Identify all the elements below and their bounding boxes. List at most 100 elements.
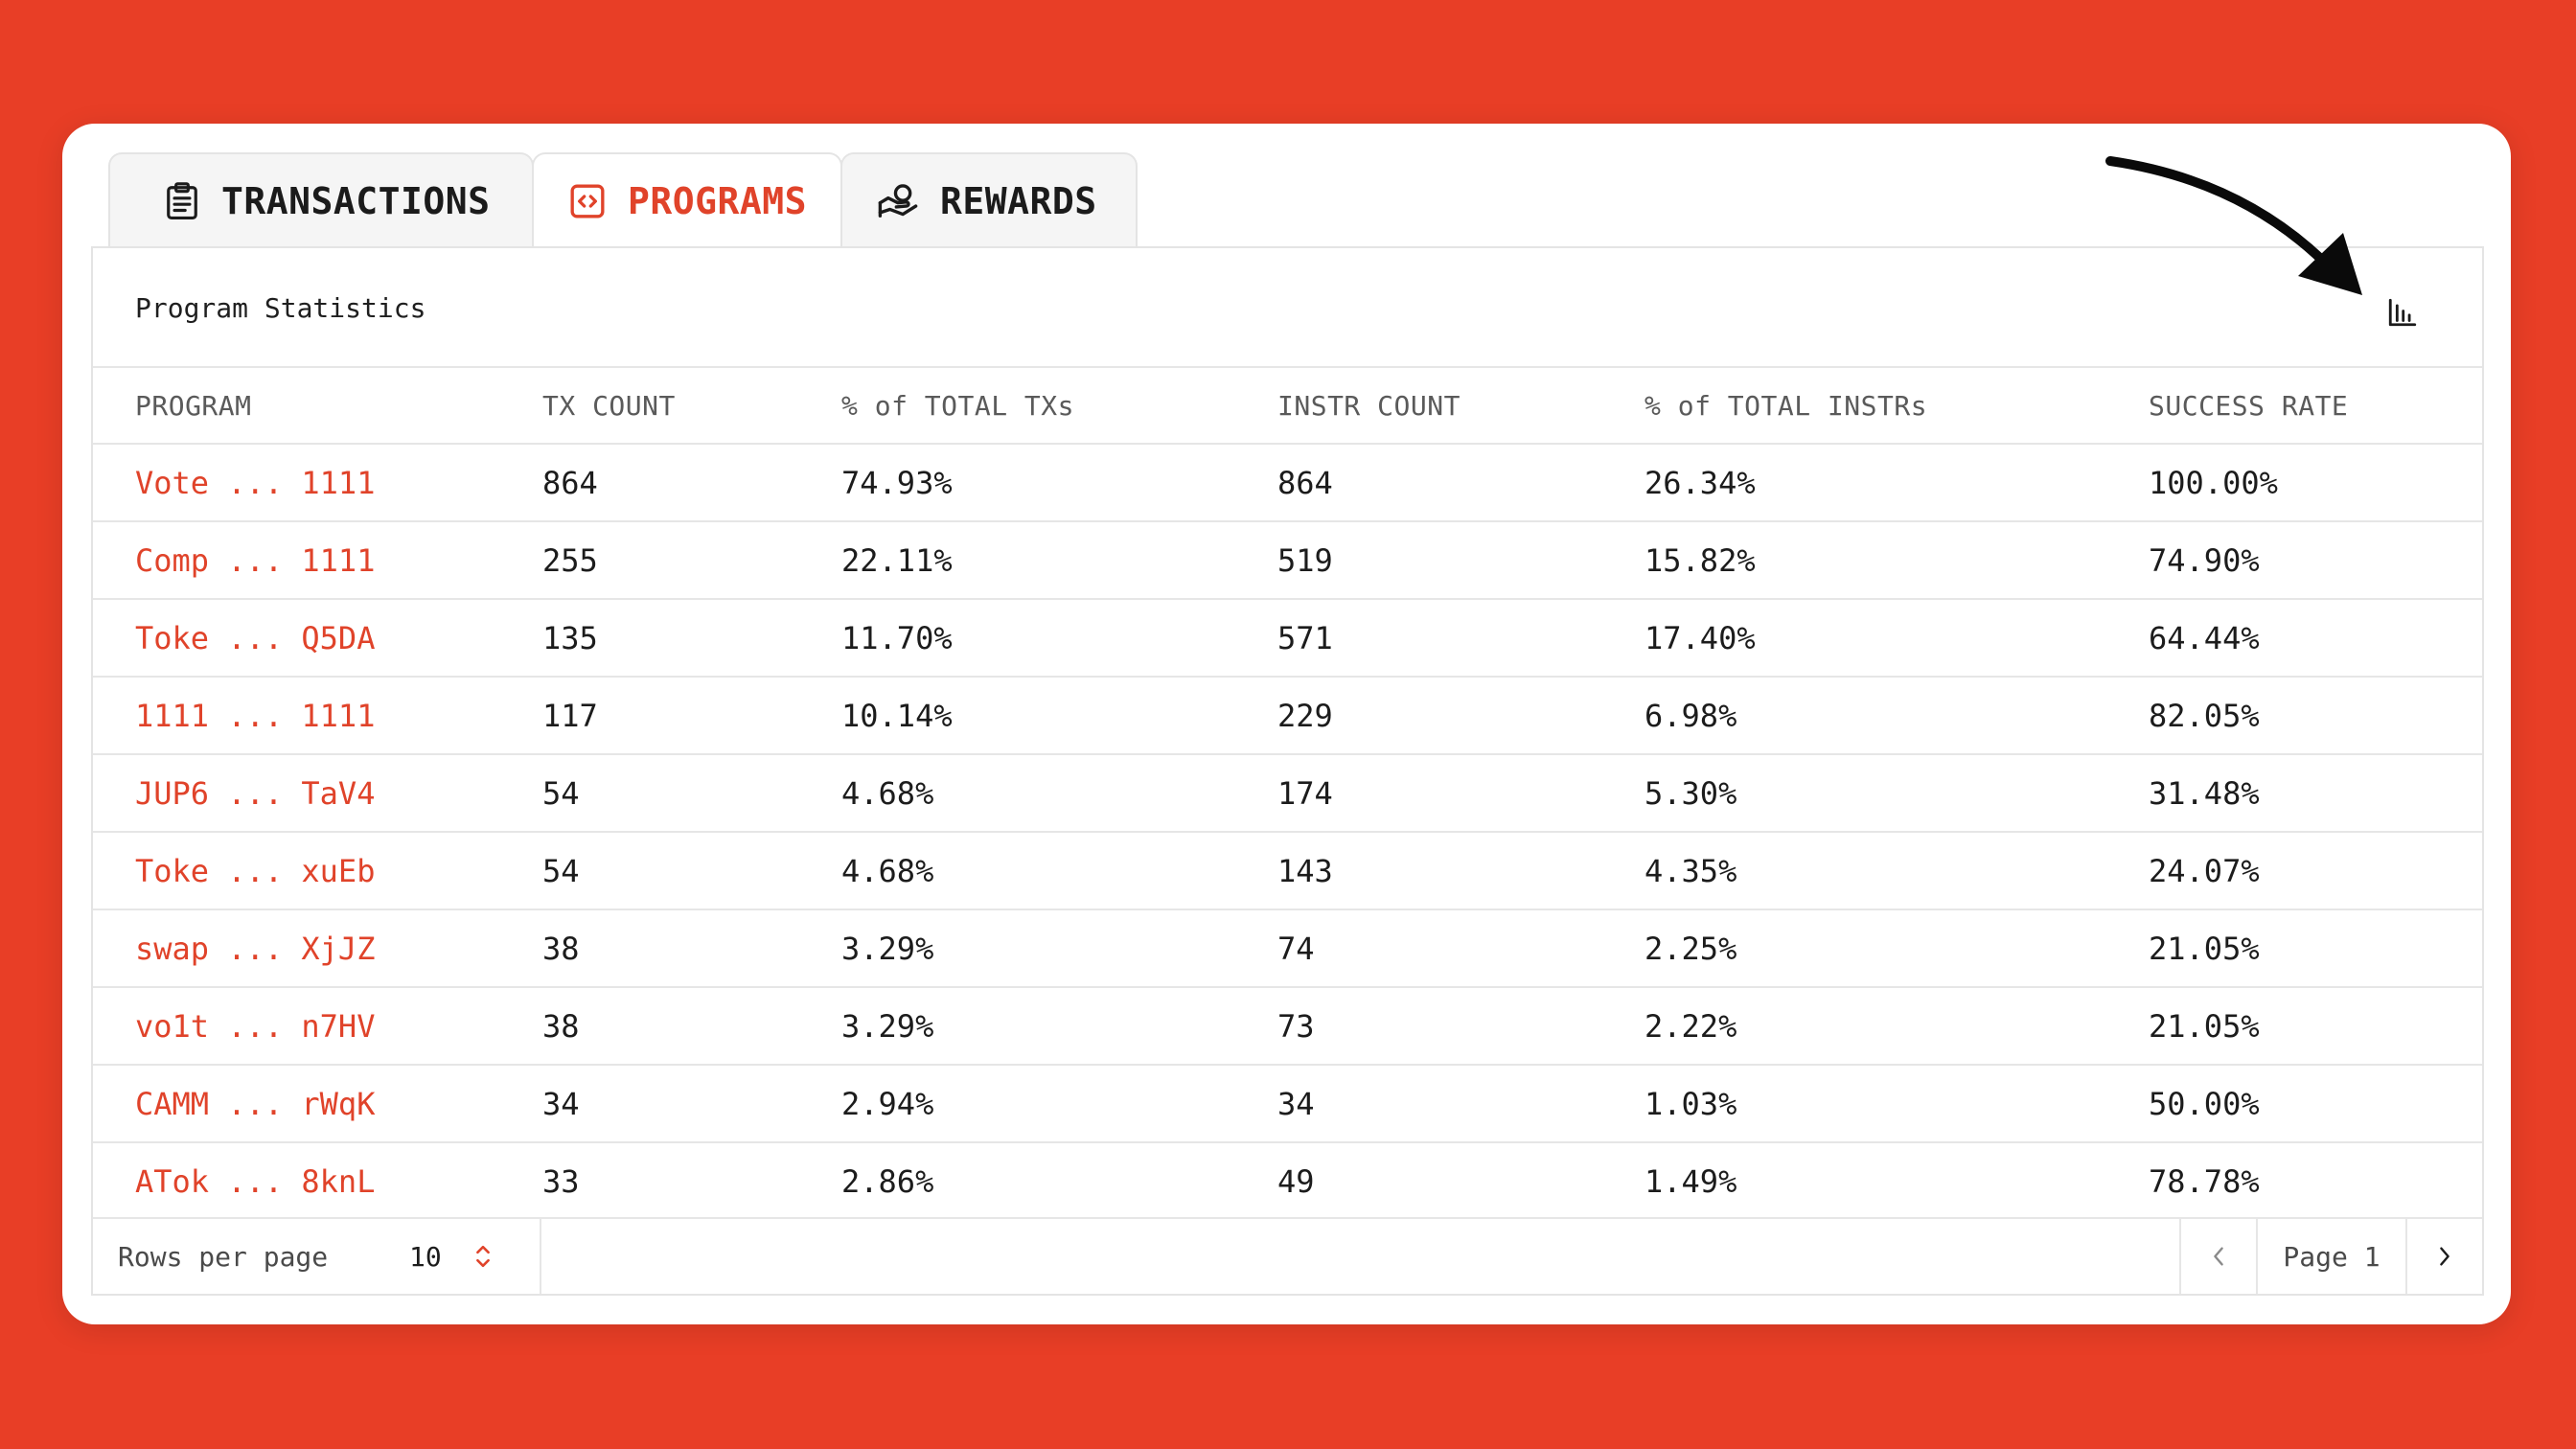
table-row: Toke ... Q5DA 135 11.70% 571 17.40% 64.4… — [93, 599, 2482, 677]
tx-count-cell: 33 — [542, 1163, 580, 1200]
pct-total-txs-cell: 10.14% — [841, 697, 953, 734]
pct-total-txs-cell: 22.11% — [841, 541, 953, 579]
success-rate-cell: 24.07% — [2149, 852, 2260, 889]
table-row: vo1t ... n7HV 38 3.29% 73 2.22% 21.05% — [93, 987, 2482, 1065]
tx-count-cell: 38 — [542, 930, 580, 967]
code-icon — [570, 184, 605, 218]
previous-page-button[interactable] — [2179, 1219, 2256, 1294]
instr-count-cell: 73 — [1277, 1007, 1315, 1045]
pct-total-instrs-cell: 6.98% — [1644, 697, 1737, 734]
tab-bar: TRANSACTIONS PROGRAMS REWARDS — [108, 152, 1138, 248]
col-header-pct-total-instrs[interactable]: % of TOTAL INSTRs — [1644, 389, 1928, 422]
table-row: swap ... XjJZ 38 3.29% 74 2.25% 21.05% — [93, 909, 2482, 987]
program-link[interactable]: vo1t ... n7HV — [135, 1007, 376, 1045]
tab-transactions-label: TRANSACTIONS — [221, 180, 491, 222]
instr-count-cell: 49 — [1277, 1163, 1315, 1200]
program-statistics-panel: Program Statistics PROGRAM TX COUNT % of… — [91, 246, 2484, 1296]
tx-count-cell: 38 — [542, 1007, 580, 1045]
success-rate-cell: 21.05% — [2149, 930, 2260, 967]
tx-count-cell: 54 — [542, 774, 580, 812]
pct-total-instrs-cell: 26.34% — [1644, 464, 1756, 501]
stats-card: TRANSACTIONS PROGRAMS REWARDS Program St… — [62, 124, 2511, 1324]
program-link[interactable]: Vote ... 1111 — [135, 464, 376, 501]
col-header-program[interactable]: PROGRAM — [135, 389, 252, 422]
table-row: Comp ... 1111 255 22.11% 519 15.82% 74.9… — [93, 521, 2482, 599]
instr-count-cell: 864 — [1277, 464, 1333, 501]
chevron-left-icon — [2214, 1247, 2223, 1266]
rows-per-page-label: Rows per page — [118, 1240, 329, 1273]
pct-total-instrs-cell: 1.03% — [1644, 1085, 1737, 1122]
pct-total-instrs-cell: 15.82% — [1644, 541, 1756, 579]
chevron-right-icon — [2440, 1247, 2450, 1266]
rows-per-page-value: 10 — [409, 1240, 442, 1273]
chart-view-button[interactable] — [2379, 288, 2426, 336]
tx-count-cell: 117 — [542, 697, 598, 734]
pct-total-instrs-cell: 1.49% — [1644, 1163, 1737, 1200]
instr-count-cell: 34 — [1277, 1085, 1315, 1122]
table-footer: Rows per page 10 Page 1 — [93, 1217, 2482, 1294]
pct-total-instrs-cell: 2.25% — [1644, 930, 1737, 967]
program-link[interactable]: Toke ... Q5DA — [135, 619, 376, 656]
instr-count-cell: 74 — [1277, 930, 1315, 967]
table-row: 1111 ... 1111 117 10.14% 229 6.98% 82.05… — [93, 677, 2482, 754]
tab-rewards-label: REWARDS — [940, 180, 1097, 222]
success-rate-cell: 100.00% — [2149, 464, 2278, 501]
program-link[interactable]: ATok ... 8knL — [135, 1163, 376, 1200]
col-header-success-rate[interactable]: SUCCESS RATE — [2149, 389, 2349, 422]
tx-count-cell: 34 — [542, 1085, 580, 1122]
table-row: JUP6 ... TaV4 54 4.68% 174 5.30% 31.48% — [93, 754, 2482, 832]
tab-rewards[interactable]: REWARDS — [840, 152, 1138, 248]
program-link[interactable]: Comp ... 1111 — [135, 541, 376, 579]
program-link[interactable]: 1111 ... 1111 — [135, 697, 376, 734]
tx-count-cell: 255 — [542, 541, 598, 579]
instr-count-cell: 571 — [1277, 619, 1333, 656]
pagination: Page 1 — [2179, 1219, 2482, 1294]
success-rate-cell: 21.05% — [2149, 1007, 2260, 1045]
table-row: Toke ... xuEb 54 4.68% 143 4.35% 24.07% — [93, 832, 2482, 909]
tab-programs-label: PROGRAMS — [628, 180, 808, 222]
reward-hand-icon — [878, 184, 918, 218]
instr-count-cell: 143 — [1277, 852, 1333, 889]
program-link[interactable]: swap ... XjJZ — [135, 930, 376, 967]
rows-per-page-select[interactable]: 10 — [409, 1219, 524, 1294]
table-header-row: PROGRAM TX COUNT % of TOTAL TXs INSTR CO… — [93, 367, 2482, 444]
instr-count-cell: 174 — [1277, 774, 1333, 812]
program-link[interactable]: CAMM ... rWqK — [135, 1085, 376, 1122]
col-header-instr-count[interactable]: INSTR COUNT — [1277, 389, 1460, 422]
instr-count-cell: 229 — [1277, 697, 1333, 734]
program-link[interactable]: Toke ... xuEb — [135, 852, 376, 889]
bar-chart-icon — [2388, 298, 2417, 327]
pct-total-txs-cell: 3.29% — [841, 930, 934, 967]
panel-title: Program Statistics — [135, 292, 426, 324]
pct-total-txs-cell: 74.93% — [841, 464, 953, 501]
tx-count-cell: 54 — [542, 852, 580, 889]
next-page-button[interactable] — [2405, 1219, 2482, 1294]
table-row: ATok ... 8knL 33 2.86% 49 1.49% 78.78% — [93, 1142, 2482, 1220]
pct-total-txs-cell: 4.68% — [841, 852, 934, 889]
instr-count-cell: 519 — [1277, 541, 1333, 579]
clipboard-icon — [167, 182, 197, 219]
annotation-arrow — [2105, 156, 2362, 295]
tx-count-cell: 864 — [542, 464, 598, 501]
pct-total-txs-cell: 3.29% — [841, 1007, 934, 1045]
pct-total-txs-cell: 11.70% — [841, 619, 953, 656]
success-rate-cell: 64.44% — [2149, 619, 2260, 656]
tab-programs[interactable]: PROGRAMS — [532, 152, 842, 248]
program-link[interactable]: JUP6 ... TaV4 — [135, 774, 376, 812]
success-rate-cell: 50.00% — [2149, 1085, 2260, 1122]
table-row: Vote ... 1111 864 74.93% 864 26.34% 100.… — [93, 444, 2482, 521]
page-indicator: Page 1 — [2256, 1219, 2405, 1294]
pct-total-txs-cell: 2.94% — [841, 1085, 934, 1122]
program-stats-table: PROGRAM TX COUNT % of TOTAL TXs INSTR CO… — [93, 366, 2482, 1220]
rows-per-page-control: Rows per page 10 — [93, 1219, 541, 1294]
pct-total-txs-cell: 2.86% — [841, 1163, 934, 1200]
pct-total-instrs-cell: 4.35% — [1644, 852, 1737, 889]
tab-transactions[interactable]: TRANSACTIONS — [108, 152, 534, 248]
pct-total-instrs-cell: 2.22% — [1644, 1007, 1737, 1045]
col-header-tx-count[interactable]: TX COUNT — [542, 389, 676, 422]
success-rate-cell: 78.78% — [2149, 1163, 2260, 1200]
pct-total-txs-cell: 4.68% — [841, 774, 934, 812]
success-rate-cell: 74.90% — [2149, 541, 2260, 579]
pct-total-instrs-cell: 5.30% — [1644, 774, 1737, 812]
col-header-pct-total-txs[interactable]: % of TOTAL TXs — [841, 389, 1075, 422]
